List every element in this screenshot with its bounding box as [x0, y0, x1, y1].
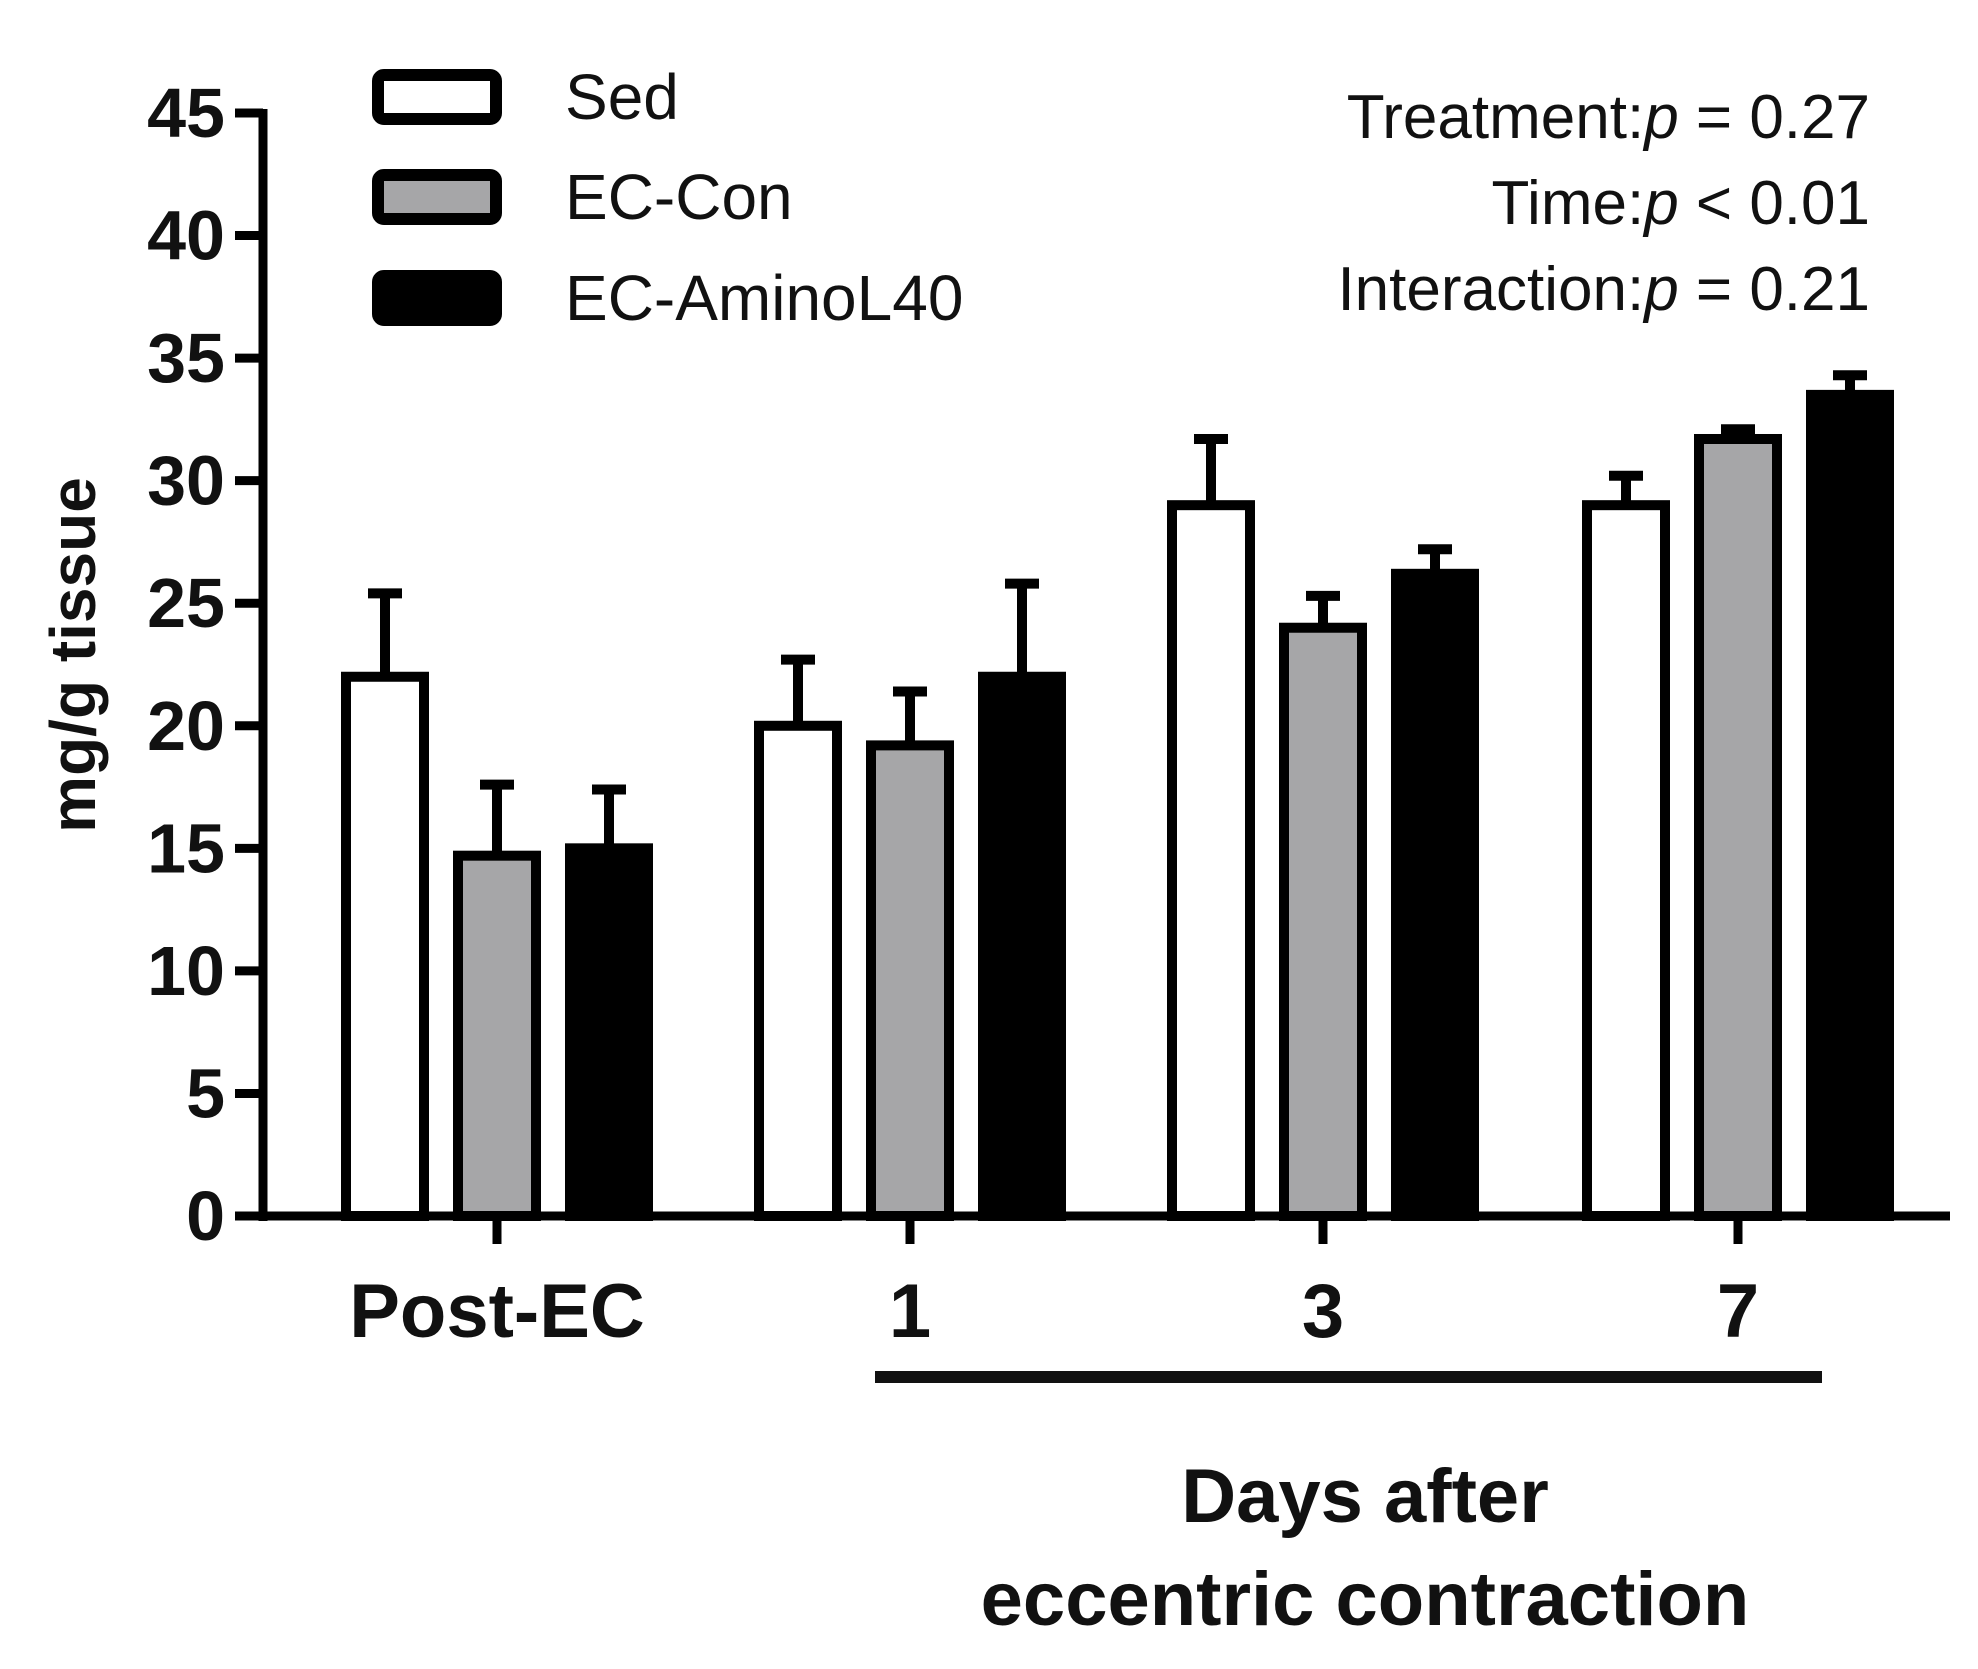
- y-tick-label-40: 40: [147, 197, 225, 275]
- legend-label-ec-con: EC-Con: [565, 161, 793, 233]
- bar-ec-aminol40-1: [978, 671, 1066, 1221]
- y-tick-label-10: 10: [147, 932, 225, 1010]
- legend-swatch-ec-aminol40: [372, 270, 502, 326]
- y-axis-label: mg/g tissue: [37, 477, 109, 833]
- stat-treatment: Treatment:p = 0.27: [1347, 83, 1870, 152]
- bar-sed-3: [1167, 500, 1255, 1221]
- error-bar-ec-con-1: [893, 686, 927, 746]
- error-bar-ec-aminol40-7: [1833, 370, 1867, 395]
- bar-sed-post-ec: [341, 671, 429, 1221]
- y-tick-label-15: 15: [147, 809, 225, 887]
- x-category-label-post-ec: Post-EC: [349, 1269, 645, 1354]
- stat-time: Time:p < 0.01: [1491, 169, 1870, 238]
- bar-ec-aminol40-post-ec: [565, 843, 653, 1221]
- legend-swatch-ec-con: [372, 169, 502, 225]
- y-tick-label-25: 25: [147, 564, 225, 642]
- bar-ec-con-post-ec: [453, 850, 541, 1221]
- bar-ec-aminol40-7: [1806, 389, 1894, 1221]
- statistics-annotation: Treatment:p = 0.27 Time:p < 0.01 Interac…: [1337, 83, 1870, 324]
- y-tick-label-45: 45: [147, 74, 225, 152]
- x-category-label-3: 3: [1302, 1269, 1344, 1354]
- error-bar-sed-1: [781, 654, 815, 726]
- error-bar-sed-7: [1609, 470, 1643, 506]
- bar-sed-7: [1582, 500, 1670, 1221]
- error-bars-layer: [368, 370, 1867, 856]
- error-bar-ec-aminol40-post-ec: [592, 784, 626, 849]
- error-bar-sed-3: [1194, 433, 1228, 506]
- y-tick-label-0: 0: [186, 1177, 225, 1255]
- bar-ec-con-1: [866, 740, 954, 1221]
- legend-swatch-sed: [372, 69, 502, 125]
- legend-item-sed: Sed: [372, 61, 679, 133]
- legend-item-ec-aminol40: EC-AminoL40: [372, 262, 963, 334]
- bar-ec-con-7: [1694, 433, 1782, 1221]
- bar-sed-1: [754, 720, 842, 1221]
- axes-layer: 0 5 10 15 20 25 30 35 40 45 Post-EC 1 3 7: [147, 74, 1950, 1354]
- legend: Sed EC-Con EC-AminoL40: [372, 61, 963, 334]
- error-bar-sed-post-ec: [368, 588, 402, 677]
- x-axis-label-line-1: Days after: [1181, 1454, 1549, 1539]
- error-bar-ec-con-7: [1721, 424, 1755, 439]
- legend-item-ec-con: EC-Con: [372, 161, 793, 233]
- error-bar-ec-aminol40-1: [1005, 578, 1039, 677]
- error-bar-ec-aminol40-3: [1418, 544, 1452, 574]
- stat-interaction: Interaction:p = 0.21: [1337, 255, 1870, 324]
- x-category-label-1: 1: [889, 1269, 931, 1354]
- error-bar-ec-con-3: [1306, 590, 1340, 628]
- y-tick-label-30: 30: [147, 442, 225, 520]
- y-tick-label-5: 5: [186, 1054, 225, 1132]
- error-bar-ec-con-post-ec: [480, 779, 514, 856]
- legend-label-sed: Sed: [565, 61, 679, 133]
- bar-ec-con-3: [1279, 622, 1367, 1221]
- bar-ec-aminol40-3: [1391, 568, 1479, 1221]
- legend-label-ec-aminol40: EC-AminoL40: [565, 262, 963, 334]
- bars-layer: [341, 389, 1894, 1221]
- x-axis-label-line-2: eccentric contraction: [981, 1557, 1750, 1642]
- y-tick-label-35: 35: [147, 319, 225, 397]
- y-tick-label-20: 20: [147, 687, 225, 765]
- x-category-label-7: 7: [1717, 1269, 1759, 1354]
